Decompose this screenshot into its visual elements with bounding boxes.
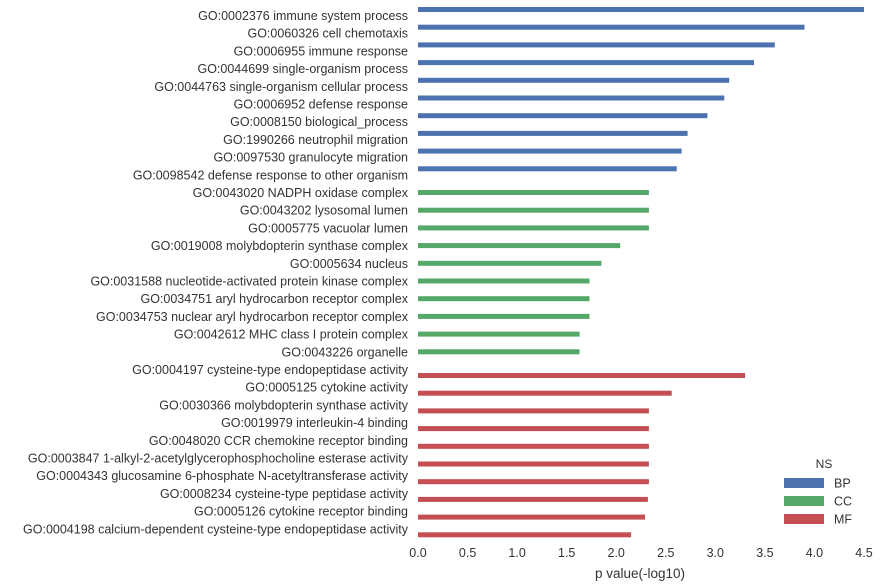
bar-cc bbox=[418, 278, 590, 284]
category-label: GO:1990266 neutrophil migration bbox=[223, 133, 408, 147]
category-label: GO:0097530 granulocyte migration bbox=[213, 151, 408, 165]
category-label: GO:0098542 defense response to other org… bbox=[133, 168, 408, 182]
bar-cc bbox=[418, 296, 590, 302]
x-tick-label: 2.5 bbox=[657, 546, 674, 560]
x-tick-label: 0.0 bbox=[409, 546, 426, 560]
x-tick-label: 2.0 bbox=[608, 546, 625, 560]
x-axis-title: p value(-log10) bbox=[595, 566, 685, 581]
category-label: GO:0019979 interleukin-4 binding bbox=[221, 416, 408, 430]
category-labels: GO:0002376 immune system process GO:00603… bbox=[23, 9, 409, 536]
category-label: GO:0043202 lysosomal lumen bbox=[240, 204, 408, 218]
legend-swatch-cc bbox=[784, 496, 824, 506]
x-tick-label: 1.0 bbox=[508, 546, 525, 560]
category-label: GO:0042612 MHC class I protein complex bbox=[174, 328, 409, 342]
category-label: GO:0019008 molybdopterin synthase comple… bbox=[151, 239, 409, 253]
legend-label-bp: BP bbox=[834, 477, 851, 491]
bar-mf bbox=[418, 532, 632, 538]
bar-bp bbox=[418, 113, 708, 119]
category-label: GO:0004198 calcium-dependent cysteine-ty… bbox=[23, 522, 409, 536]
category-label: GO:0004343 glucosamine 6-phosphate N-ace… bbox=[36, 469, 408, 483]
bar-cc bbox=[418, 331, 580, 337]
bar-mf bbox=[418, 479, 649, 485]
bar-mf bbox=[418, 373, 746, 378]
bar-cc bbox=[418, 243, 621, 249]
legend-label-cc: CC bbox=[834, 495, 852, 509]
bar-bp bbox=[418, 24, 805, 30]
x-tick-label: 4.0 bbox=[806, 546, 823, 560]
bar-mf bbox=[418, 514, 645, 520]
bar-bp bbox=[418, 130, 688, 136]
category-label: GO:0034751 aryl hydrocarbon receptor com… bbox=[140, 292, 408, 306]
legend-swatch-bp bbox=[784, 478, 824, 488]
x-tick-label: 3.0 bbox=[707, 546, 724, 560]
category-label: GO:0006955 immune response bbox=[234, 44, 408, 58]
category-label: GO:0008150 biological_process bbox=[230, 115, 408, 129]
bar-mf bbox=[418, 443, 649, 449]
category-label: GO:0005775 vacuolar lumen bbox=[248, 221, 408, 235]
bar-bp bbox=[418, 42, 775, 48]
category-label: GO:0006952 defense response bbox=[234, 98, 408, 112]
category-label: GO:0043226 organelle bbox=[282, 345, 409, 359]
bar-cc bbox=[418, 190, 649, 195]
category-label: GO:0034753 nuclear aryl hydrocarbon rece… bbox=[96, 310, 409, 324]
bar-bp bbox=[418, 77, 730, 83]
category-label: GO:0031588 nucleotide-activated protein … bbox=[90, 275, 408, 289]
bars-layer bbox=[418, 7, 864, 538]
legend-title: NS bbox=[816, 457, 833, 471]
x-tick-label: 0.5 bbox=[459, 546, 476, 560]
bar-cc bbox=[418, 349, 580, 355]
bar-cc bbox=[418, 225, 649, 231]
x-axis: 0.0 0.5 1.0 1.5 2.0 2.5 3.0 3.5 4.0 4.5 bbox=[409, 546, 872, 560]
bar-bp bbox=[418, 7, 864, 12]
bar-mf bbox=[418, 426, 649, 432]
bar-bp bbox=[418, 60, 754, 66]
bar-bp bbox=[418, 166, 677, 172]
legend: NS BP CC MF bbox=[784, 457, 852, 527]
x-tick-label: 1.5 bbox=[558, 546, 575, 560]
x-tick-label: 4.5 bbox=[855, 546, 872, 560]
category-label: GO:0044763 single-organism cellular proc… bbox=[154, 80, 408, 94]
category-label: GO:0008234 cysteine-type peptidase activ… bbox=[160, 487, 409, 501]
legend-swatch-mf bbox=[784, 514, 824, 524]
category-label: GO:0003847 1-alkyl-2-acetylglycerophosph… bbox=[28, 452, 409, 466]
legend-label-mf: MF bbox=[834, 513, 852, 527]
bar-cc bbox=[418, 260, 602, 266]
x-tick-label: 3.5 bbox=[756, 546, 773, 560]
bar-mf bbox=[418, 390, 672, 396]
bar-bp bbox=[418, 148, 682, 154]
bar-bp bbox=[418, 95, 725, 101]
bar-mf bbox=[418, 408, 649, 414]
category-label: GO:0004197 cysteine-type endopeptidase a… bbox=[132, 363, 409, 377]
category-label: GO:0005125 cytokine activity bbox=[245, 381, 408, 395]
category-label: GO:0005634 nucleus bbox=[290, 257, 408, 271]
bar-mf bbox=[418, 496, 648, 502]
category-label: GO:0043020 NADPH oxidase complex bbox=[193, 186, 409, 200]
category-label: GO:0005126 cytokine receptor binding bbox=[194, 505, 408, 519]
category-label: GO:0060326 cell chemotaxis bbox=[247, 27, 408, 41]
bar-mf bbox=[418, 461, 649, 467]
category-label: GO:0048020 CCR chemokine receptor bindin… bbox=[149, 434, 408, 448]
bar-cc bbox=[418, 313, 590, 319]
bar-cc bbox=[418, 207, 649, 213]
category-label: GO:0030366 molybdopterin synthase activi… bbox=[159, 398, 408, 412]
category-label: GO:0044699 single-organism process bbox=[197, 62, 408, 76]
category-label: GO:0002376 immune system process bbox=[198, 9, 408, 23]
